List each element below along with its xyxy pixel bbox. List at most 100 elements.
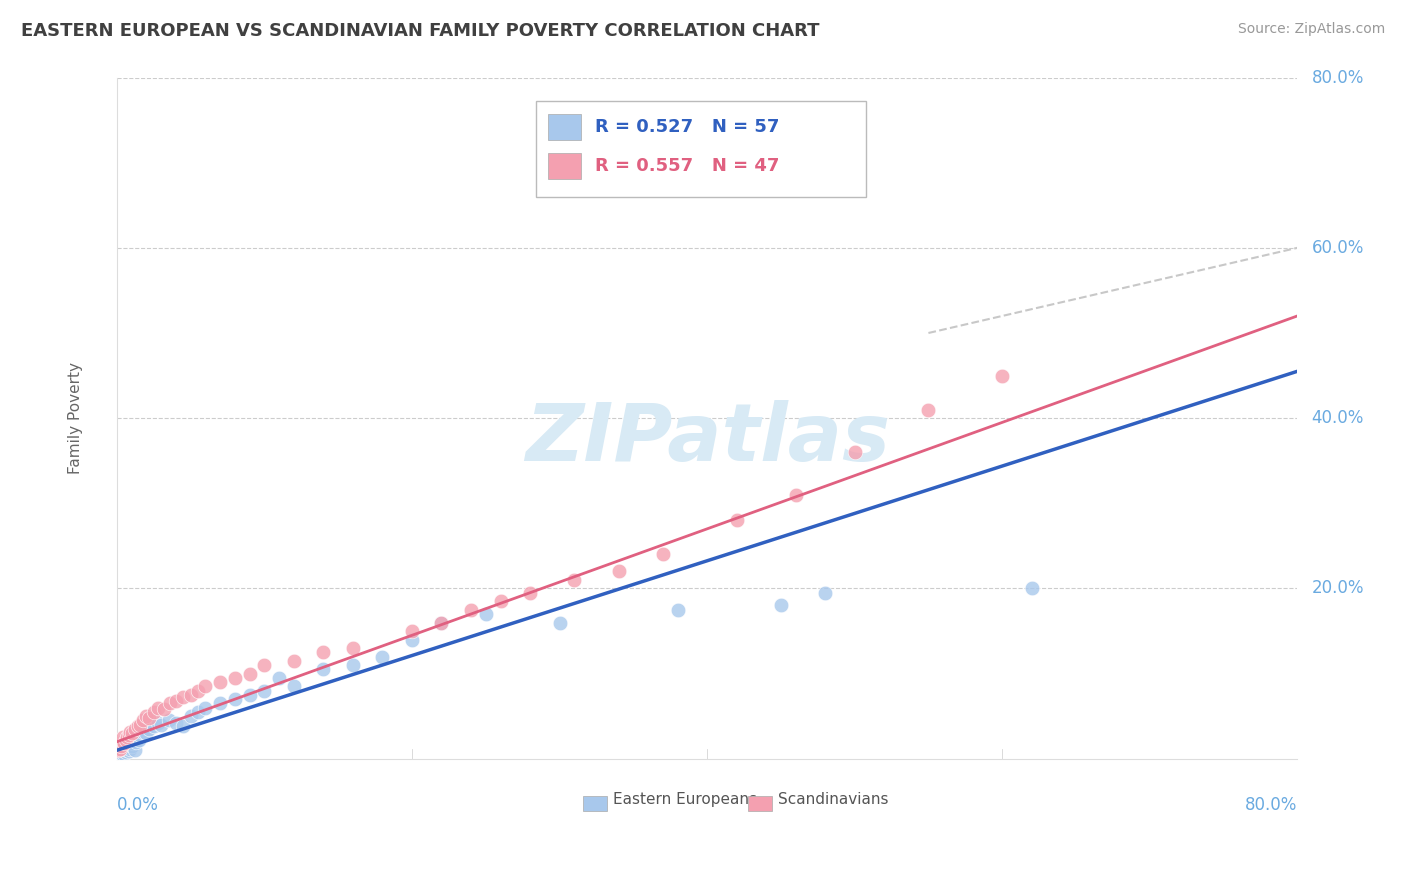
Point: [312, 662, 335, 676]
Point: [224, 692, 246, 706]
Point: [180, 709, 202, 723]
Point: [114, 745, 136, 759]
Point: [108, 736, 131, 750]
Point: [209, 697, 232, 711]
Point: [129, 728, 152, 742]
Point: [114, 733, 136, 747]
Point: [110, 746, 132, 760]
Point: [112, 736, 135, 750]
Bar: [583, 796, 607, 811]
Text: ZIPatlas: ZIPatlas: [524, 400, 890, 477]
Point: [108, 749, 131, 764]
Text: R = 0.557   N = 47: R = 0.557 N = 47: [595, 157, 779, 175]
Point: [112, 736, 135, 750]
Point: [138, 722, 160, 736]
Text: Eastern Europeans: Eastern Europeans: [613, 792, 756, 807]
Point: [283, 654, 305, 668]
Point: [283, 680, 305, 694]
Point: [127, 719, 149, 733]
Point: [118, 744, 141, 758]
Text: 0.0%: 0.0%: [117, 797, 159, 814]
Point: [785, 488, 807, 502]
Point: [187, 705, 209, 719]
Point: [844, 445, 866, 459]
Point: [253, 683, 276, 698]
Point: [180, 688, 202, 702]
Point: [124, 743, 146, 757]
Point: [269, 671, 291, 685]
Point: [112, 743, 135, 757]
Point: [209, 675, 232, 690]
Point: [607, 565, 630, 579]
Point: [120, 724, 142, 739]
Point: [111, 731, 134, 745]
Point: [107, 747, 129, 762]
Text: 80.0%: 80.0%: [1244, 797, 1298, 814]
Point: [128, 733, 150, 747]
Point: [138, 711, 160, 725]
Point: [107, 745, 129, 759]
Point: [115, 739, 138, 753]
Point: [253, 658, 276, 673]
Point: [239, 688, 262, 702]
Text: EASTERN EUROPEAN VS SCANDINAVIAN FAMILY POVERTY CORRELATION CHART: EASTERN EUROPEAN VS SCANDINAVIAN FAMILY …: [21, 22, 820, 40]
Point: [548, 615, 571, 630]
Point: [148, 716, 170, 731]
Bar: [548, 153, 581, 179]
Point: [666, 603, 689, 617]
Point: [111, 745, 134, 759]
Point: [118, 739, 141, 754]
Point: [148, 700, 170, 714]
Point: [401, 624, 423, 638]
Point: [1021, 582, 1043, 596]
Point: [194, 680, 217, 694]
Point: [108, 747, 131, 761]
Text: 60.0%: 60.0%: [1312, 239, 1364, 257]
Point: [489, 594, 512, 608]
Point: [474, 607, 496, 621]
Bar: [548, 114, 581, 140]
Point: [114, 741, 136, 756]
Point: [342, 658, 364, 673]
Point: [108, 743, 131, 757]
Text: R = 0.527   N = 57: R = 0.527 N = 57: [595, 119, 779, 136]
Point: [125, 735, 148, 749]
Point: [110, 739, 132, 753]
Point: [150, 717, 173, 731]
Point: [224, 671, 246, 685]
Point: [120, 741, 142, 756]
Point: [110, 748, 132, 763]
Point: [814, 585, 837, 599]
Point: [172, 719, 194, 733]
Point: [460, 603, 482, 617]
Point: [430, 615, 453, 630]
Point: [115, 743, 138, 757]
Point: [165, 716, 187, 731]
Text: 80.0%: 80.0%: [1312, 69, 1364, 87]
Point: [651, 548, 673, 562]
Point: [111, 747, 134, 762]
Text: 20.0%: 20.0%: [1312, 580, 1364, 598]
Point: [519, 585, 541, 599]
Point: [562, 573, 585, 587]
Point: [118, 728, 141, 742]
Point: [108, 741, 131, 756]
FancyBboxPatch shape: [536, 102, 866, 197]
Point: [142, 719, 165, 733]
Point: [127, 731, 149, 745]
Point: [112, 747, 135, 761]
Point: [194, 700, 217, 714]
Point: [725, 513, 748, 527]
Point: [121, 739, 143, 753]
Bar: [748, 796, 772, 811]
Point: [153, 702, 176, 716]
Point: [107, 743, 129, 757]
Point: [122, 736, 145, 750]
Point: [401, 632, 423, 647]
Point: [239, 666, 262, 681]
Point: [187, 683, 209, 698]
Point: [142, 705, 165, 719]
Point: [371, 649, 394, 664]
Text: Scandinavians: Scandinavians: [778, 792, 889, 807]
Text: Family Poverty: Family Poverty: [67, 362, 83, 475]
